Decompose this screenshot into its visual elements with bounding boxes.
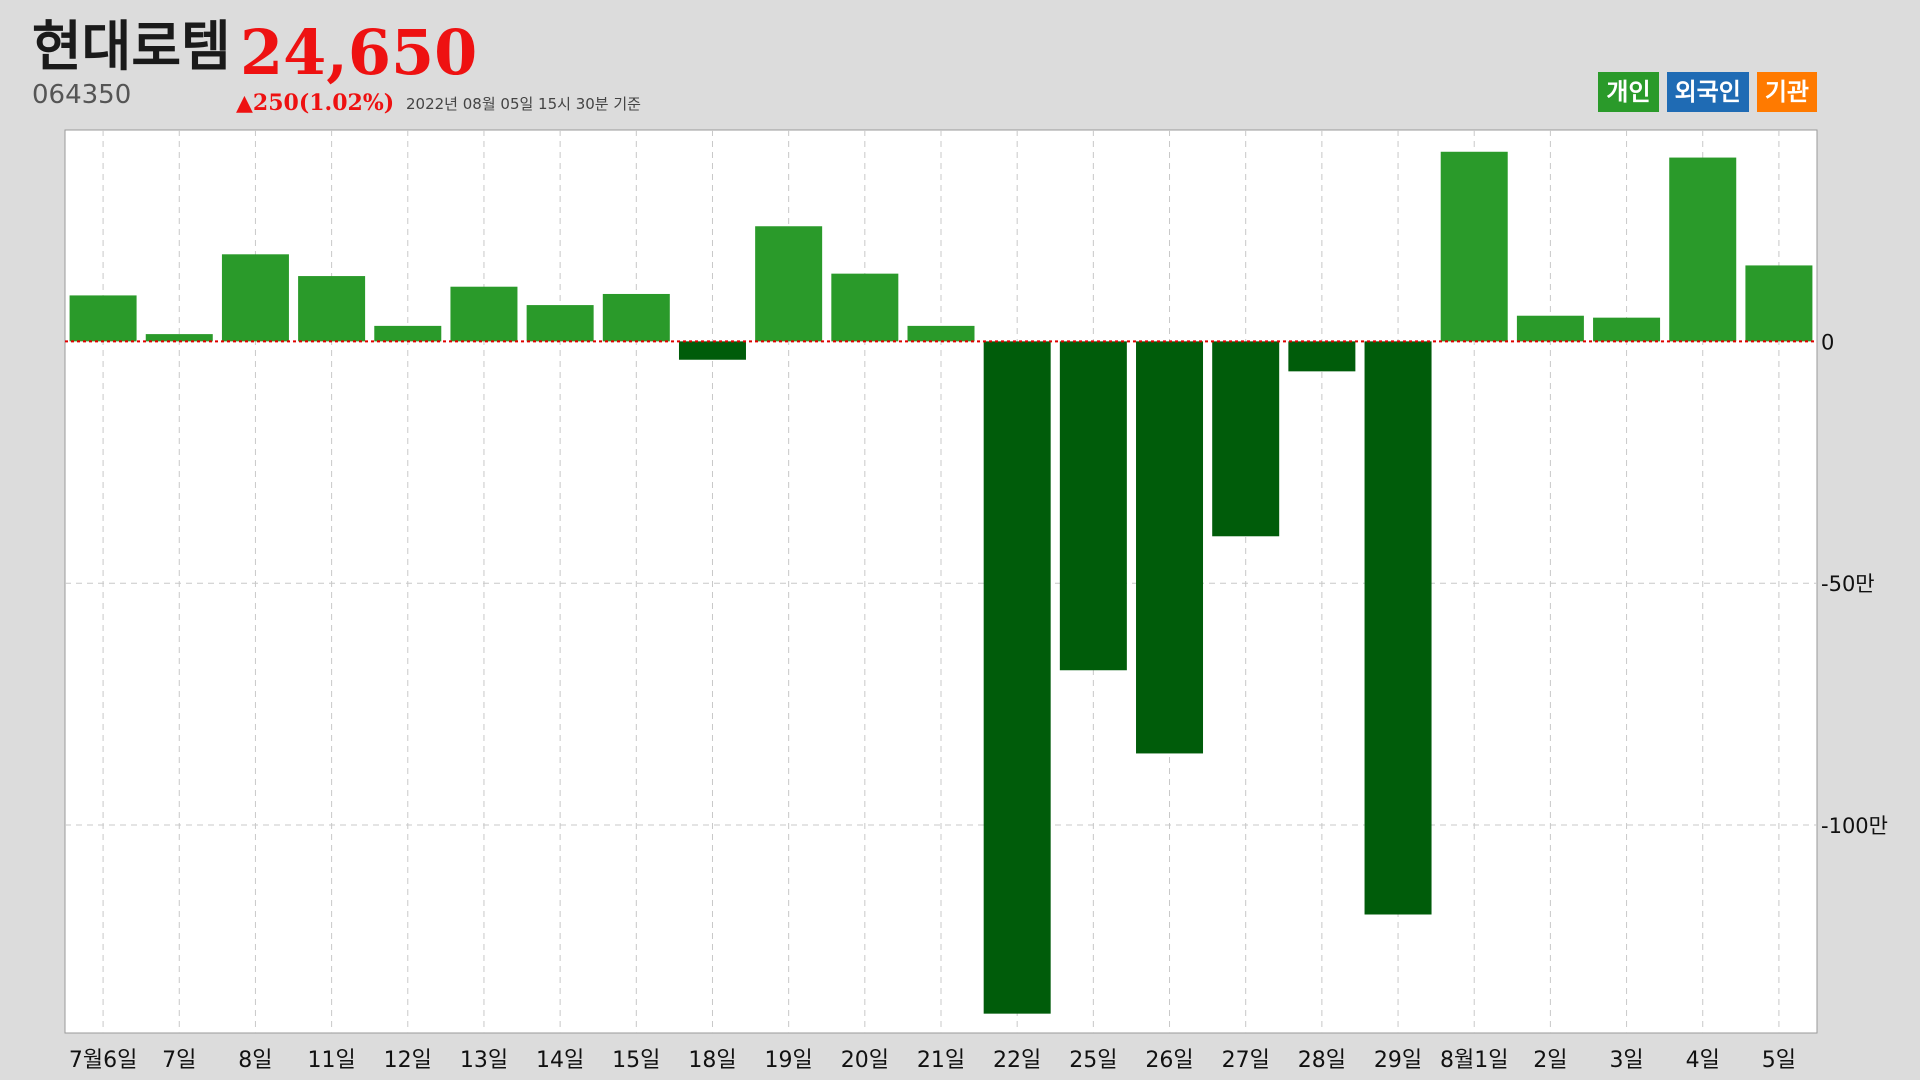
stock-price: 24,650 [240,16,478,89]
x-tick-label: 14일 [536,1048,584,1073]
bar-8일 [221,254,289,342]
legend-foreign[interactable]: 외국인 [1666,72,1749,112]
bar-28일 [1288,341,1356,372]
bar-8월1일 [1440,151,1508,342]
x-tick-label: 19일 [765,1048,813,1073]
x-tick-label: 8일 [238,1048,272,1073]
bar-2일 [1516,315,1584,342]
bar-29일 [1364,341,1432,915]
x-tick-label: 26일 [1145,1048,1193,1073]
x-tick-label: 13일 [460,1048,508,1073]
bar-25일 [1059,341,1127,671]
bar-7일 [145,334,213,342]
x-tick-label: 27일 [1222,1048,1270,1073]
x-tick-label: 3일 [1609,1048,1643,1073]
stock-code: 064350 [32,80,132,110]
bar-11일 [298,276,366,342]
x-tick-label: 7월6일 [69,1048,137,1073]
x-tick-label: 8월1일 [1440,1048,1508,1073]
x-tick-label: 28일 [1298,1048,1346,1073]
y-tick-label: -100만 [1821,814,1888,838]
bar-22일 [983,341,1051,1014]
bar-26일 [1136,341,1204,754]
bar-18일 [678,341,746,360]
bar-20일 [831,273,899,342]
bar-14일 [526,305,594,342]
x-tick-label: 5일 [1762,1048,1796,1073]
bar-19일 [755,226,823,342]
y-tick-label: -50만 [1821,572,1875,596]
x-tick-label: 12일 [384,1048,432,1073]
x-tick-label: 2일 [1533,1048,1567,1073]
bar-21일 [907,325,975,342]
x-tick-label: 4일 [1686,1048,1720,1073]
x-tick-label: 15일 [612,1048,660,1073]
y-tick-label: 0 [1821,330,1834,354]
bar-27일 [1212,341,1280,537]
legend-personal[interactable]: 개인 [1598,72,1659,112]
bar-7월6일 [69,295,137,342]
legend-institution[interactable]: 기관 [1756,72,1817,112]
x-tick-label: 22일 [993,1048,1041,1073]
as-of-timestamp: 2022년 08월 05일 15시 30분 기준 [406,95,641,113]
bar-13일 [450,286,518,342]
x-tick-label: 21일 [917,1048,965,1073]
x-tick-label: 20일 [841,1048,889,1073]
x-tick-label: 29일 [1374,1048,1422,1073]
bar-5일 [1745,265,1813,342]
bar-12일 [374,325,442,342]
x-tick-label: 25일 [1069,1048,1117,1073]
x-tick-label: 18일 [688,1048,736,1073]
x-tick-label: 7일 [162,1048,196,1073]
chart-legend: 개인 외국인 기관 [1598,72,1817,112]
price-change: ▲250(1.02%) [236,90,395,116]
company-name: 현대로템 [32,15,231,78]
bar-4일 [1669,157,1737,342]
bar-3일 [1593,317,1661,342]
x-tick-label: 11일 [307,1048,355,1073]
bar-15일 [602,293,670,342]
